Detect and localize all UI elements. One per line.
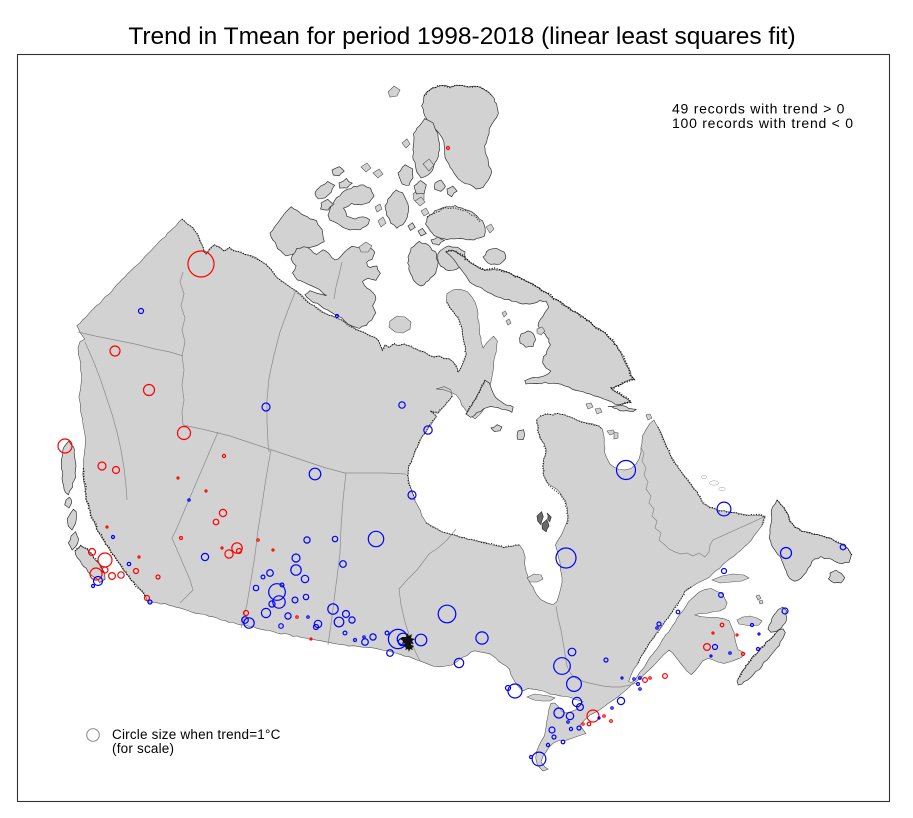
svg-text:49 records with trend > 0: 49 records with trend > 0: [672, 101, 845, 117]
svg-text:Circle size when trend=1°C: Circle size when trend=1°C: [112, 727, 281, 742]
svg-text:100 records with trend < 0: 100 records with trend < 0: [672, 115, 854, 131]
svg-text:Trend in Tmean for period 1998: Trend in Tmean for period 1998-2018 (lin…: [128, 23, 795, 50]
svg-text:(for scale): (for scale): [112, 741, 174, 756]
